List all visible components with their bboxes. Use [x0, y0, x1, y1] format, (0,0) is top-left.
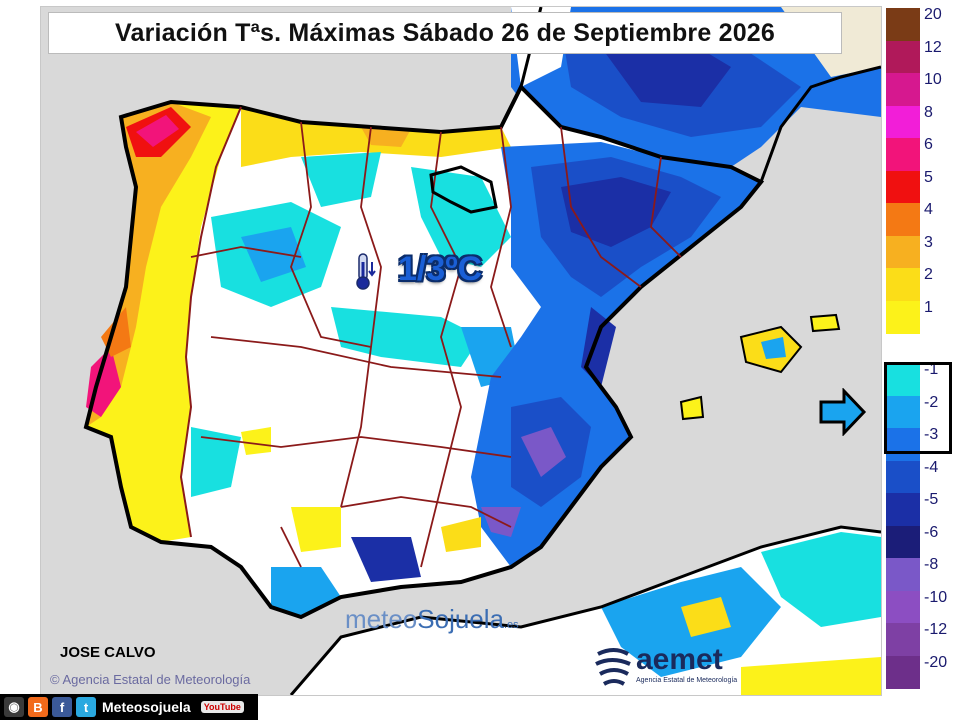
legend-swatch [886, 268, 920, 301]
arrow-right-icon [819, 388, 867, 436]
legend-label: -20 [924, 653, 948, 671]
legend-swatch [886, 655, 920, 689]
legend-label: 12 [924, 38, 942, 56]
agency-credit: © Agencia Estatal de Meteorología [50, 672, 251, 687]
author-name: JOSE CALVO [60, 644, 156, 661]
legend-swatch [886, 493, 920, 526]
thermometer-icon [356, 253, 376, 290]
legend-swatch [886, 395, 920, 429]
legend-label: -8 [924, 556, 939, 573]
legend-label: -4 [924, 458, 939, 476]
blogger-icon[interactable]: B [28, 697, 48, 717]
social-bar: ◉ B f t Meteosojuela YouTube [0, 694, 258, 720]
legend-label: -1 [924, 361, 939, 378]
map-graphic [41, 7, 881, 695]
legend-swatch [886, 203, 920, 236]
facebook-icon[interactable]: f [52, 697, 72, 717]
instagram-icon[interactable]: ◉ [4, 697, 24, 717]
legend-highlight-box [884, 362, 952, 454]
twitter-icon[interactable]: t [76, 697, 96, 717]
social-handle: Meteosojuela [102, 699, 191, 715]
legend-swatch [886, 623, 920, 656]
map-title: Variación Tªs. Máximas Sábado 26 de Sept… [114, 18, 776, 47]
temperature-variation-label: 1/3ºC [398, 250, 483, 288]
legend-label: 10 [924, 71, 942, 88]
legend-label: 1 [924, 298, 933, 316]
legend-label: 5 [924, 168, 933, 186]
legend-label: 6 [924, 136, 933, 153]
meteosojuela-logo: meteoSojuela.es [345, 604, 519, 635]
legend-swatch [886, 428, 920, 461]
legend-label: 20 [924, 6, 942, 23]
legend-swatch [886, 105, 920, 139]
aemet-logo-icon [595, 648, 631, 686]
legend-swatch [886, 525, 920, 559]
legend-label: -10 [924, 588, 948, 606]
meteo-logo-domain: .es [504, 619, 519, 631]
aemet-subtitle: Agencia Estatal de Meteorología [636, 677, 738, 684]
legend-swatch [886, 363, 920, 396]
legend-swatch [886, 73, 920, 106]
legend-label: 3 [924, 233, 933, 251]
legend-swatch [886, 40, 920, 74]
legend-label: 2 [924, 266, 933, 283]
meteo-logo-name: Sojuela [417, 604, 504, 634]
legend-label: -3 [924, 426, 939, 443]
legend-label: -6 [924, 523, 939, 541]
legend-swatch [886, 460, 920, 494]
legend-swatch [886, 558, 920, 591]
youtube-icon[interactable]: YouTube [200, 701, 244, 713]
legend-swatch [886, 235, 920, 269]
legend-label: 8 [924, 103, 933, 121]
meteo-logo-prefix: meteo [345, 604, 418, 634]
map-title-box: Variación Tªs. Máximas Sábado 26 de Sept… [48, 12, 842, 54]
legend-label: -12 [924, 621, 948, 638]
legend-swatch [886, 590, 920, 624]
legend-swatch [886, 300, 920, 334]
legend-label: -5 [924, 491, 939, 508]
legend-swatch [886, 138, 920, 171]
temperature-map [40, 6, 882, 696]
aemet-wordmark: aemet [636, 643, 723, 676]
legend-swatch [886, 170, 920, 204]
legend-label: -2 [924, 393, 939, 411]
legend-label: 4 [924, 201, 933, 218]
legend-swatch [886, 8, 920, 41]
